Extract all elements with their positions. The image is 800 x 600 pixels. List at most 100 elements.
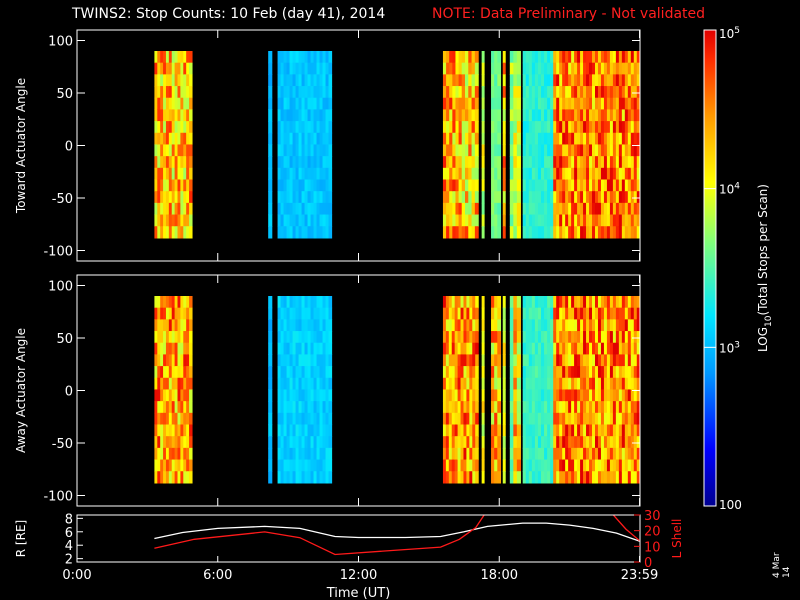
heatmap-cell bbox=[177, 202, 181, 216]
heatmap-cell bbox=[603, 202, 608, 216]
heatmap-cell bbox=[163, 226, 167, 239]
heatmap-cell bbox=[565, 436, 569, 449]
heatmap-cell bbox=[307, 167, 312, 181]
heatmap-cell bbox=[618, 121, 623, 134]
heatmap-cell bbox=[283, 132, 288, 146]
heatmap-cell bbox=[583, 366, 587, 379]
heatmap-cell bbox=[594, 167, 599, 181]
heatmap-cell bbox=[583, 179, 587, 192]
heatmap-cell bbox=[513, 412, 518, 426]
heatmap-cell bbox=[525, 342, 530, 356]
heatmap-cell bbox=[513, 51, 518, 64]
heatmap-cell bbox=[286, 97, 291, 111]
heatmap-cell bbox=[630, 51, 635, 64]
heatmap-cell bbox=[589, 354, 593, 367]
heatmap-cell bbox=[319, 62, 324, 75]
heatmap-cell bbox=[280, 471, 285, 484]
heatmap-cell bbox=[186, 459, 190, 472]
heatmap-cell bbox=[513, 377, 518, 391]
heatmap-cell bbox=[180, 191, 184, 204]
heatmap-cell bbox=[449, 121, 453, 134]
heatmap-cell bbox=[502, 342, 506, 356]
heatmap-cell bbox=[522, 86, 527, 99]
data-block-4 bbox=[461, 51, 479, 239]
heatmap-cell bbox=[627, 424, 632, 437]
heatmap-cell bbox=[280, 144, 285, 157]
heatmap-cell bbox=[183, 366, 187, 379]
heatmap-cell bbox=[491, 342, 495, 356]
heatmap-cell bbox=[534, 156, 539, 169]
heatmap-cell bbox=[304, 459, 309, 472]
heatmap-cell bbox=[298, 342, 303, 356]
heatmap-cell bbox=[325, 202, 330, 216]
heatmap-cell bbox=[189, 471, 193, 484]
heatmap-cell bbox=[280, 366, 285, 379]
heatmap-cell bbox=[589, 436, 593, 449]
heatmap-cell bbox=[449, 97, 453, 111]
heatmap-cell bbox=[277, 319, 282, 332]
heatmap-cell bbox=[461, 109, 466, 122]
heatmap-cell bbox=[509, 132, 514, 146]
heatmap-cell bbox=[466, 412, 470, 426]
heatmap-cell bbox=[289, 412, 294, 426]
heatmap-cell bbox=[627, 436, 632, 449]
heatmap-cell bbox=[609, 296, 614, 309]
heatmap-cell bbox=[180, 156, 184, 169]
heatmap-cell bbox=[177, 144, 181, 157]
heatmap-cell bbox=[165, 307, 170, 320]
heatmap-cell bbox=[442, 471, 447, 484]
heatmap-cell bbox=[494, 412, 498, 426]
heatmap-cell bbox=[295, 191, 300, 204]
heatmap-cell bbox=[445, 459, 450, 472]
heatmap-cell bbox=[550, 86, 554, 99]
heatmap-cell bbox=[295, 121, 300, 134]
heatmap-cell bbox=[565, 401, 569, 414]
heatmap-cell bbox=[154, 97, 158, 111]
heatmap-cell bbox=[292, 377, 297, 391]
heatmap-cell bbox=[189, 366, 193, 379]
heatmap-cell bbox=[328, 97, 333, 111]
heatmap-cell bbox=[615, 62, 620, 75]
heatmap-cell bbox=[609, 121, 614, 134]
heatmap-cell bbox=[463, 447, 468, 461]
heatmap-cell bbox=[163, 51, 167, 64]
heatmap-cell bbox=[283, 144, 288, 157]
heatmap-cell bbox=[165, 191, 170, 204]
heatmap-cell bbox=[497, 226, 502, 239]
heatmap-cell bbox=[612, 377, 617, 391]
heatmap-cell bbox=[163, 121, 167, 134]
heatmap-cell bbox=[547, 226, 551, 239]
heatmap-cell bbox=[458, 214, 463, 227]
heatmap-cell bbox=[295, 459, 300, 472]
heatmap-cell bbox=[451, 412, 456, 426]
heatmap-cell bbox=[189, 412, 193, 426]
heatmap-cell bbox=[568, 51, 572, 64]
heatmap-cell bbox=[525, 191, 530, 204]
heatmap-cell bbox=[494, 62, 498, 75]
heatmap-cell bbox=[171, 191, 176, 204]
heatmap-cell bbox=[544, 296, 548, 309]
heatmap-cell bbox=[544, 74, 548, 87]
heatmap-cell bbox=[469, 319, 473, 332]
heatmap-cell bbox=[522, 354, 527, 367]
heatmap-cell bbox=[154, 121, 158, 134]
heatmap-cell bbox=[594, 401, 599, 414]
heatmap-cell bbox=[513, 121, 518, 134]
heatmap-cell bbox=[163, 447, 167, 461]
heatmap-cell bbox=[319, 86, 324, 99]
heatmap-cell bbox=[574, 179, 578, 192]
heatmap-cell bbox=[568, 424, 572, 437]
heatmap-cell bbox=[446, 62, 450, 75]
colorbar-tick-label: 103 bbox=[719, 340, 740, 355]
heatmap-cell bbox=[580, 62, 584, 75]
heatmap-cell bbox=[307, 319, 312, 332]
heatmap-cell bbox=[606, 62, 611, 75]
heatmap-cell bbox=[472, 447, 476, 461]
heatmap-cell bbox=[301, 471, 306, 484]
heatmap-cell bbox=[513, 436, 518, 449]
heatmap-cell bbox=[618, 214, 623, 227]
heatmap-cell bbox=[594, 121, 599, 134]
heatmap-cell bbox=[516, 354, 521, 367]
heatmap-cell bbox=[322, 471, 327, 484]
heatmap-cell bbox=[319, 109, 324, 122]
